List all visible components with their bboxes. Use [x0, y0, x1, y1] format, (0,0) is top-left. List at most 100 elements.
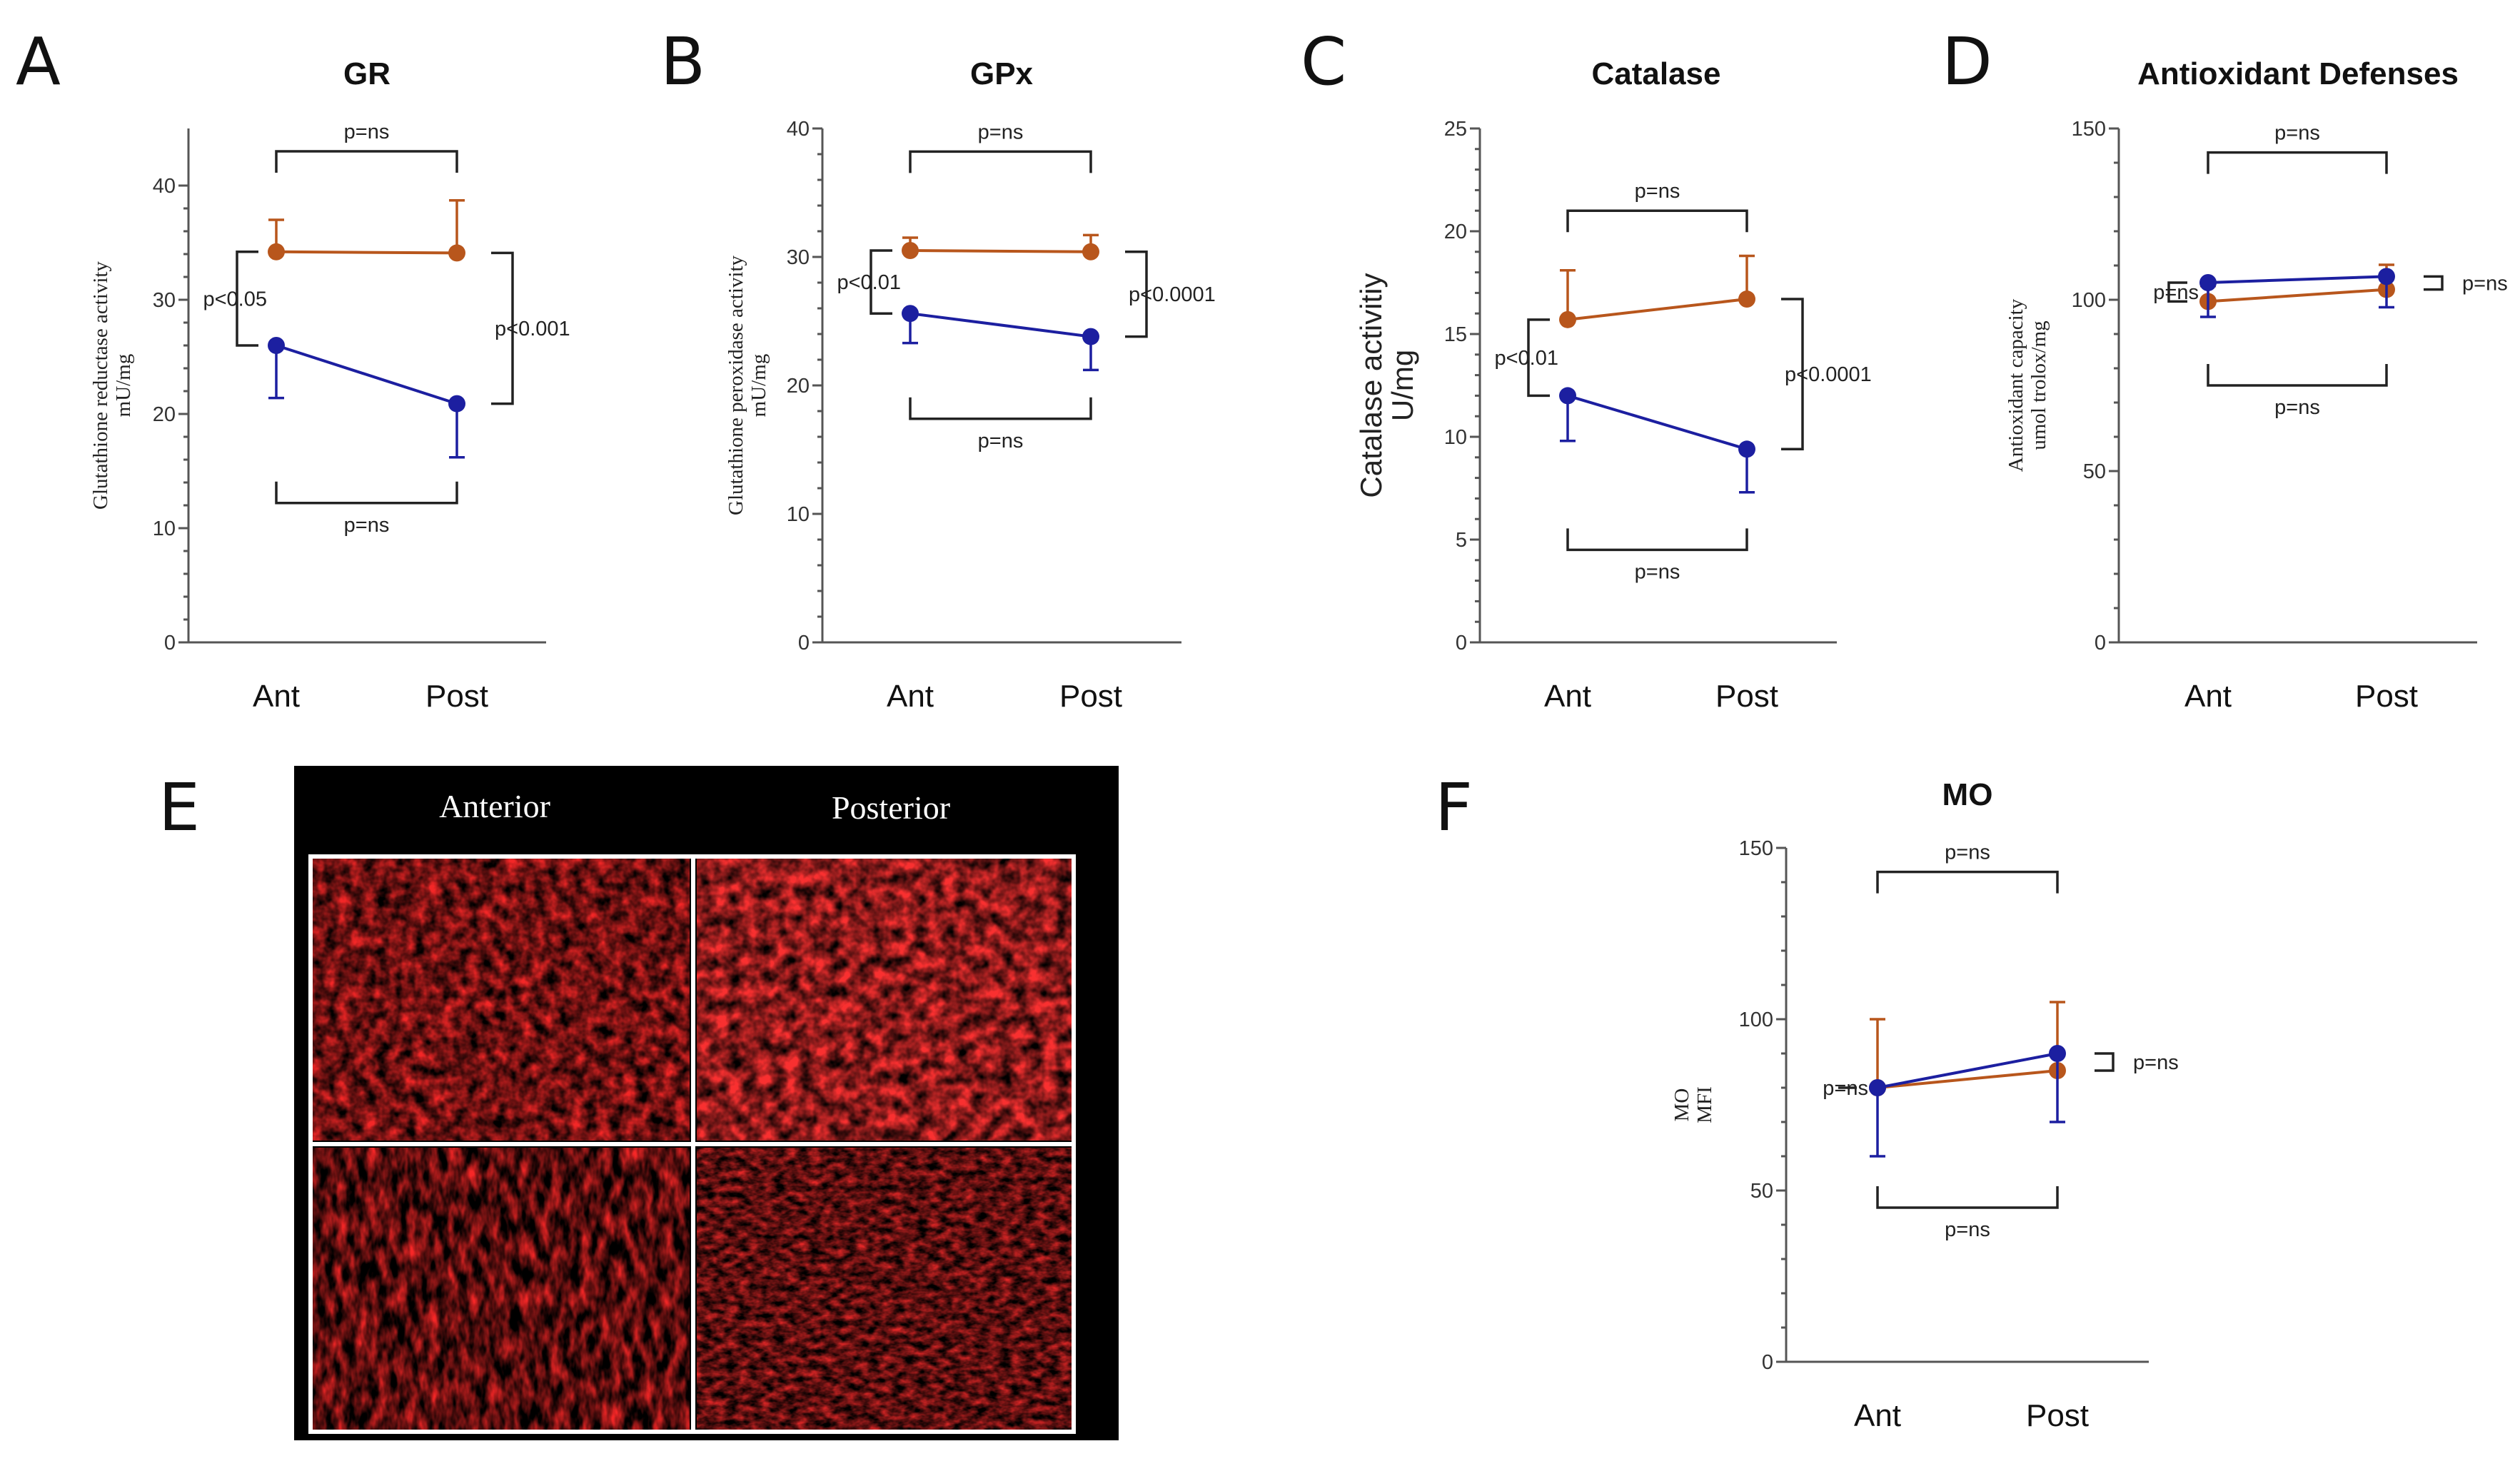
- bracket-right: [491, 251, 514, 405]
- bracket-bottom: [275, 481, 458, 505]
- y-tick-label: 0: [1762, 1351, 1773, 1374]
- bracket-bottom: [1876, 1186, 2059, 1209]
- bracket-left: [1527, 318, 1550, 398]
- data-point: [902, 242, 919, 259]
- y-tick-label: 15: [1444, 323, 1467, 346]
- sig-label: p=ns: [1945, 1218, 1990, 1241]
- sig-label: p=ns: [1635, 560, 1680, 583]
- chart-gr: GR 0 10 20 30 40 Ant Post Glutathione reductase …: [89, 56, 570, 714]
- series-line: [1877, 1052, 2058, 1089]
- sig-label: p<0.05: [203, 288, 267, 310]
- micrograph-header-posterior: Posterior: [832, 789, 950, 826]
- y-tick-label: 10: [787, 503, 810, 526]
- data-point: [268, 337, 285, 354]
- bracket-bottom: [909, 397, 1092, 420]
- series-0: [902, 233, 1099, 261]
- sig-label: p=ns: [1945, 841, 1990, 864]
- bracket-top: [909, 150, 1092, 173]
- annotation-left: p<0.01: [837, 249, 901, 315]
- sig-label: p=ns: [1635, 180, 1680, 203]
- axes: [1470, 127, 1837, 644]
- chart-title: Antioxidant Defenses: [2137, 56, 2459, 91]
- sig-label: p<0.0001: [1129, 283, 1216, 306]
- y-tick-label: 0: [2095, 632, 2106, 654]
- series-line: [276, 250, 458, 255]
- y-tick-label: 100: [2072, 289, 2106, 312]
- y-tick-label: 50: [1750, 1180, 1773, 1203]
- sig-label: p=ns: [2462, 272, 2508, 295]
- sig-label: p<0.001: [495, 318, 570, 340]
- panel-letter-a: A: [16, 24, 61, 100]
- y-axis-label: MO MFI: [1670, 1086, 1716, 1123]
- series-1: [268, 337, 465, 459]
- annotation-bottom: p=ns: [275, 481, 458, 537]
- sig-label: p=ns: [2133, 1051, 2179, 1074]
- y-axis-label-line: mU/mg: [747, 354, 770, 418]
- y-axis-label-line: U/mg: [1386, 350, 1419, 421]
- y-tick-label: 0: [798, 632, 810, 654]
- x-category-label: Post: [2026, 1398, 2089, 1433]
- sig-label: p=ns: [978, 121, 1024, 143]
- panel-letter-d: D: [1942, 24, 1992, 100]
- annotation-top: p=ns: [275, 121, 458, 173]
- y-tick-label: 10: [1444, 426, 1467, 449]
- bracket-top: [2207, 151, 2388, 174]
- sig-label: p=ns: [1823, 1077, 1868, 1100]
- chart-gpx: GPx 0 10 20 30 40 Ant Post Glutathione peroxidas…: [725, 56, 1216, 714]
- panel-letter-c: C: [1301, 24, 1346, 100]
- micrograph-posterior-top: [697, 859, 1072, 1141]
- panel-letter-f: F: [1435, 769, 1473, 846]
- annotation-left: p<0.01: [1494, 318, 1558, 398]
- x-category-label: Ant: [253, 679, 300, 714]
- chart-antioxidant-defenses: Antioxidant Defenses 0 50 100 150 Ant Post Anti…: [2005, 56, 2508, 714]
- bracket-right: [1781, 298, 1804, 451]
- annotation-bottom: p=ns: [909, 397, 1092, 453]
- annotation-right: p=ns: [2424, 272, 2508, 295]
- data-point: [2378, 268, 2395, 285]
- series-line: [2207, 275, 2387, 284]
- annotation-left: p=ns: [1823, 1077, 1868, 1100]
- bracket-left: [870, 249, 892, 315]
- series-line: [909, 312, 1092, 338]
- annotation-bottom: p=ns: [1876, 1186, 2059, 1241]
- series-line: [1567, 298, 1748, 321]
- y-axis-label-line: Glutathione peroxidase activity: [725, 256, 747, 516]
- annotation-top: p=ns: [1876, 841, 2059, 894]
- y-tick-label: 40: [153, 175, 176, 198]
- chart-title: Catalase: [1591, 56, 1720, 91]
- sig-label: p<0.01: [1494, 347, 1558, 370]
- micrograph-anterior-top: [313, 859, 690, 1141]
- series-0: [2199, 263, 2395, 310]
- data-point: [448, 395, 465, 413]
- sig-label: p=ns: [344, 514, 390, 537]
- sig-label: p<0.01: [837, 271, 901, 294]
- data-point: [2199, 274, 2217, 291]
- x-category-label: Post: [2355, 679, 2418, 714]
- x-category-label: Post: [1715, 679, 1778, 714]
- panel-letter-b: B: [660, 24, 705, 100]
- y-tick-label: 0: [164, 632, 176, 654]
- y-axis-label-line: Catalase activitiy: [1354, 273, 1388, 497]
- bracket-bottom: [1566, 528, 1748, 552]
- sig-label: p=ns: [2274, 396, 2320, 419]
- data-point: [1738, 290, 1755, 308]
- annotation-top: p=ns: [2207, 122, 2388, 174]
- annotation-top: p=ns: [909, 121, 1092, 173]
- axes: [178, 128, 546, 644]
- series-0: [1559, 254, 1755, 328]
- data-point: [902, 305, 919, 323]
- y-axis-label-line: Glutathione reductase activity: [89, 261, 112, 510]
- bracket-right: [1125, 251, 1148, 338]
- axes: [812, 127, 1181, 644]
- series-line: [1877, 1069, 2058, 1089]
- y-axis-label-line: Antioxidant capacity: [2005, 298, 2027, 472]
- series-1: [1559, 387, 1755, 494]
- y-tick-label: 0: [1456, 632, 1467, 654]
- y-axis-label-line: umol trolox/mg: [2027, 320, 2050, 450]
- y-axis-label-line: MO: [1670, 1088, 1693, 1122]
- y-tick-label: 50: [2083, 460, 2106, 483]
- bracket-right: [2095, 1052, 2115, 1072]
